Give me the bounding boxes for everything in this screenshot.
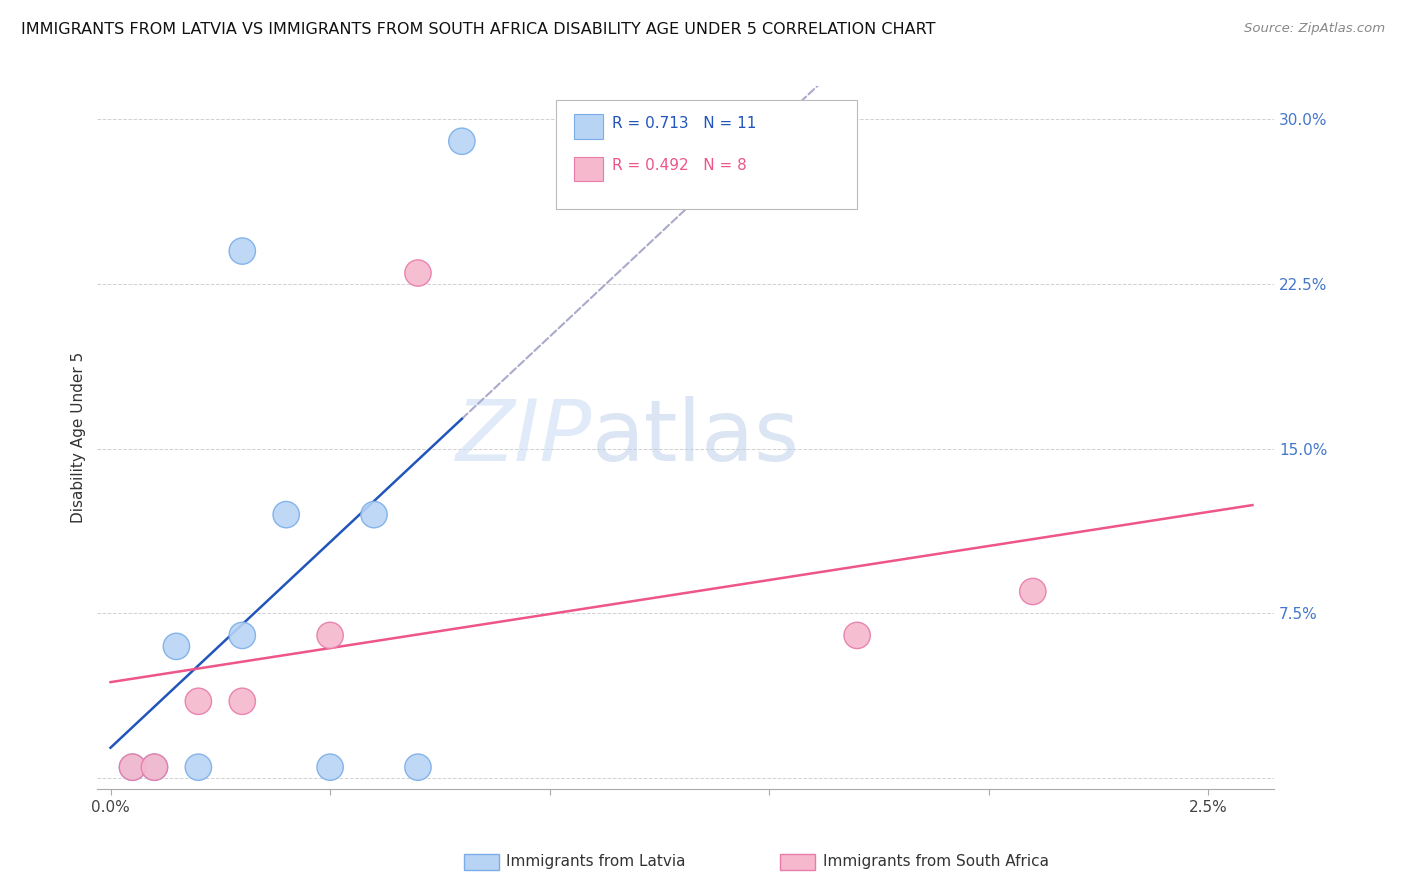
Y-axis label: Disability Age Under 5: Disability Age Under 5 xyxy=(72,352,86,524)
Ellipse shape xyxy=(120,754,146,780)
Ellipse shape xyxy=(120,754,146,780)
Ellipse shape xyxy=(141,754,167,780)
Ellipse shape xyxy=(1019,578,1046,605)
Ellipse shape xyxy=(163,633,190,659)
Text: Immigrants from Latvia: Immigrants from Latvia xyxy=(506,855,686,869)
Ellipse shape xyxy=(141,754,167,780)
Ellipse shape xyxy=(186,688,211,714)
FancyBboxPatch shape xyxy=(574,157,603,181)
FancyBboxPatch shape xyxy=(557,101,856,210)
Ellipse shape xyxy=(844,623,870,648)
Text: Source: ZipAtlas.com: Source: ZipAtlas.com xyxy=(1244,22,1385,36)
FancyBboxPatch shape xyxy=(574,114,603,139)
Ellipse shape xyxy=(186,754,211,780)
Text: R = 0.492   N = 8: R = 0.492 N = 8 xyxy=(612,158,747,173)
Ellipse shape xyxy=(273,501,299,528)
Ellipse shape xyxy=(229,623,256,648)
Ellipse shape xyxy=(229,688,256,714)
Text: Immigrants from South Africa: Immigrants from South Africa xyxy=(823,855,1049,869)
Ellipse shape xyxy=(361,501,387,528)
Ellipse shape xyxy=(405,260,432,286)
Text: ZIP: ZIP xyxy=(456,396,592,479)
Text: R = 0.713   N = 11: R = 0.713 N = 11 xyxy=(612,116,756,131)
Text: IMMIGRANTS FROM LATVIA VS IMMIGRANTS FROM SOUTH AFRICA DISABILITY AGE UNDER 5 CO: IMMIGRANTS FROM LATVIA VS IMMIGRANTS FRO… xyxy=(21,22,935,37)
Ellipse shape xyxy=(316,754,343,780)
Ellipse shape xyxy=(449,128,475,154)
Ellipse shape xyxy=(229,238,256,264)
Text: atlas: atlas xyxy=(592,396,800,479)
Ellipse shape xyxy=(405,754,432,780)
Ellipse shape xyxy=(316,623,343,648)
